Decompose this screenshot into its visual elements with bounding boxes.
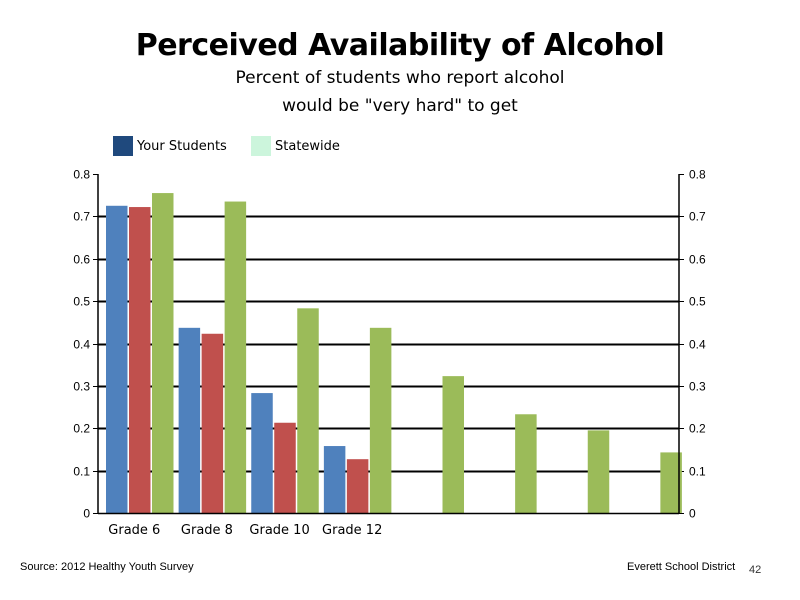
bar	[224, 201, 247, 513]
x-tick-label: Grade 12	[322, 523, 382, 538]
legend-label-statewide: Statewide	[275, 138, 340, 154]
y-tick-label: 0.2	[73, 422, 90, 436]
legend-swatch-your-students	[113, 136, 133, 156]
x-tick-label: Grade 6	[108, 523, 160, 538]
bar	[346, 459, 369, 513]
y-tick-label: 0.8	[73, 168, 90, 182]
bar	[274, 422, 296, 513]
y-tick-label: 0	[83, 507, 90, 521]
source-note: Source: 2012 Healthy Youth Survey	[20, 561, 194, 573]
y-tick-label: 0.3	[73, 380, 90, 394]
y2-tick-label: 0.6	[689, 253, 706, 267]
legend-item-statewide: Statewide	[251, 136, 340, 156]
legend-label-your-students: Your Students	[137, 138, 227, 154]
bar	[297, 308, 319, 513]
y-tick-label: 0.5	[73, 295, 90, 309]
legend-swatch-statewide	[251, 136, 271, 156]
bar	[442, 376, 464, 513]
y2-tick-label: 0.1	[689, 465, 706, 479]
y2-tick-label: 0.5	[689, 295, 706, 309]
page-number: 42	[749, 564, 762, 576]
y2-tick-label: 0	[689, 507, 696, 521]
legend-item-your-students: Your Students	[113, 136, 227, 156]
chart-title: Perceived Availability of Alcohol	[135, 28, 665, 63]
chart-subtitle-line-1: Percent of students who report alcohol	[235, 68, 565, 88]
y2-tick-label: 0.2	[689, 422, 706, 436]
bar	[106, 205, 128, 513]
chart-subtitle-line-2: would be "very hard" to get	[282, 96, 518, 116]
bar	[369, 327, 392, 513]
y2-tick-label: 0.7	[689, 210, 706, 224]
district-name: Everett School District	[627, 561, 736, 573]
y-tick-label: 0.7	[73, 210, 90, 224]
bar	[129, 207, 151, 514]
y2-tick-label: 0.8	[689, 168, 706, 182]
bar	[152, 193, 174, 513]
x-tick-label: Grade 10	[249, 523, 309, 538]
bar	[587, 430, 610, 513]
y-tick-label: 0.6	[73, 253, 90, 267]
bar	[323, 446, 346, 513]
y2-tick-label: 0.3	[689, 380, 706, 394]
bar	[515, 414, 537, 513]
y2-tick-label: 0.4	[689, 338, 706, 352]
x-tick-label: Grade 8	[181, 523, 233, 538]
bar	[201, 333, 224, 513]
bar	[251, 393, 273, 513]
bar	[660, 452, 682, 513]
bar	[178, 327, 201, 513]
y-tick-label: 0.1	[73, 465, 90, 479]
y-tick-label: 0.4	[73, 338, 90, 352]
